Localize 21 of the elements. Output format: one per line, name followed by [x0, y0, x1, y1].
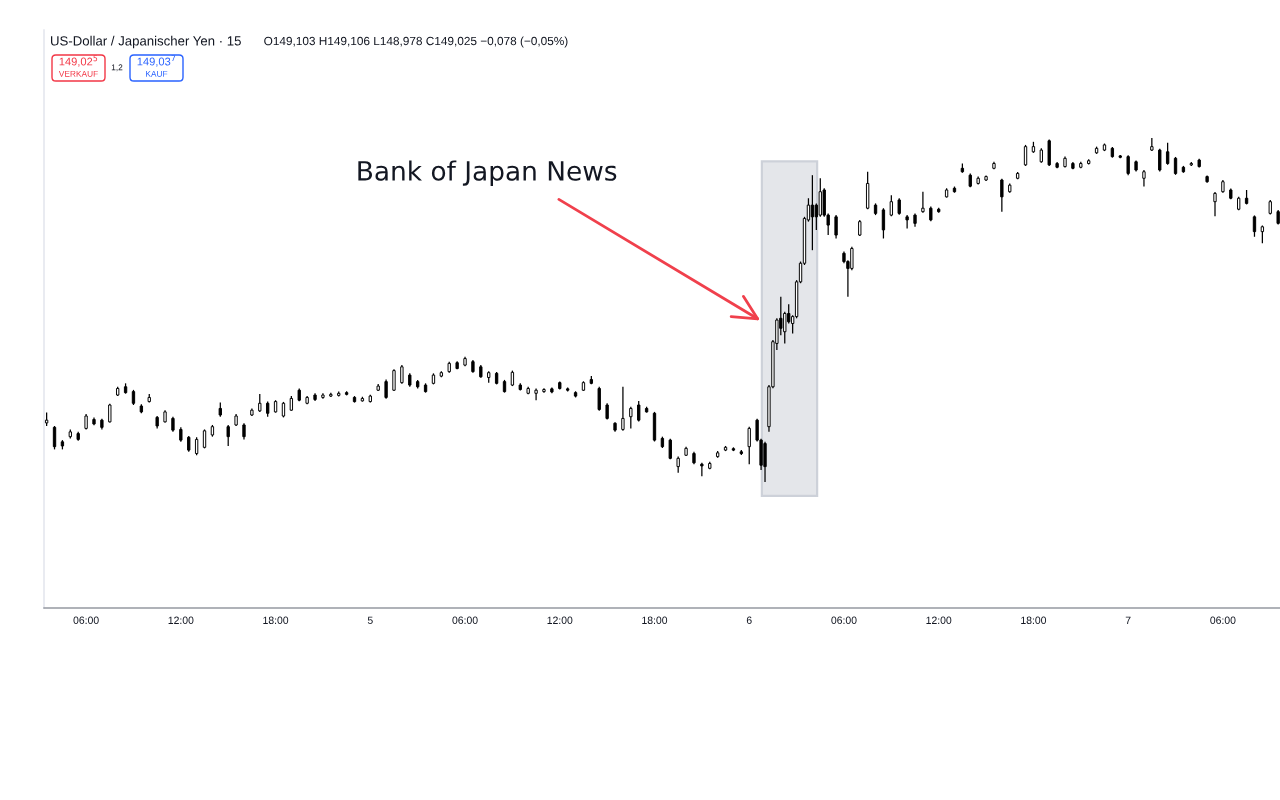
x-tick-label: 5	[367, 616, 373, 624]
x-tick-label: 18:00	[1021, 616, 1047, 624]
text: VERKAUF	[58, 70, 98, 77]
text: 149,02$^{5}$	[59, 55, 98, 67]
x-tick-label: 12:00	[547, 616, 573, 624]
text: KAUF	[146, 70, 168, 77]
x-tick-label: 18:00	[263, 616, 289, 624]
chart-title: US-Dollar / Japanischer Yen · 15	[51, 35, 241, 49]
text: 1,2	[111, 64, 123, 72]
text: 149,03$^{7}$	[137, 55, 176, 67]
text: O149,103 H149,106 L148,978 C149,025 −0,078 (−0,05%)	[264, 36, 568, 48]
x-tick-label: 18:00	[642, 616, 668, 624]
x-tick-label: 06:00	[452, 616, 478, 624]
x-tick-label: 12:00	[926, 616, 952, 624]
x-tick-label: 06:00	[1210, 616, 1236, 624]
x-tick-label: 7	[1125, 616, 1131, 624]
x-tick-label: 6	[746, 616, 752, 624]
x-tick-label: 12:00	[168, 616, 194, 624]
x-tick-label: 06:00	[831, 616, 857, 624]
x-tick-label: 06:00	[73, 616, 99, 624]
annotation: Bank of Japan News	[358, 160, 617, 186]
